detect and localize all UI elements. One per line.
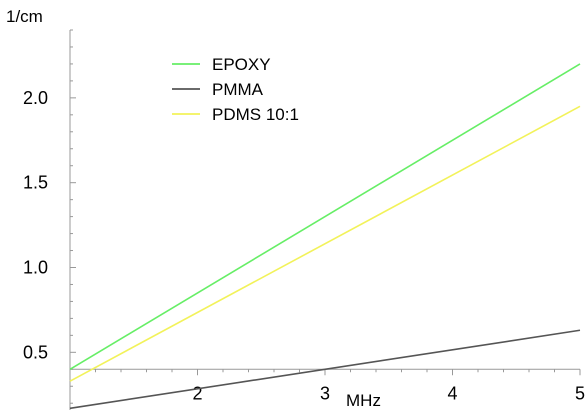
legend-label-pdms-10-1: PDMS 10:1 bbox=[212, 105, 299, 124]
legend-label-epoxy: EPOXY bbox=[212, 55, 271, 74]
y-tick-label: 0.5 bbox=[23, 342, 48, 362]
x-tick-label: 5 bbox=[575, 383, 585, 403]
axes: 2 3 4 5 0.5 1.0 1.5 2.0 bbox=[23, 29, 585, 410]
x-tick-label: 3 bbox=[320, 383, 330, 403]
y-ticks: 0.5 1.0 1.5 2.0 bbox=[23, 29, 76, 404]
x-axis-label: MHz bbox=[346, 391, 381, 410]
series-line-pdms-10-1 bbox=[69, 105, 581, 382]
series-lines bbox=[69, 63, 581, 410]
y-axis-label: 1/cm bbox=[6, 7, 43, 26]
x-ticks: 2 3 4 5 bbox=[69, 369, 585, 403]
x-tick-label: 2 bbox=[192, 383, 202, 403]
series-line-pmma bbox=[69, 329, 581, 410]
x-tick-label: 4 bbox=[447, 383, 457, 403]
y-tick-label: 1.5 bbox=[23, 173, 48, 193]
series-line-epoxy bbox=[69, 63, 581, 370]
legend: EPOXY PMMA PDMS 10:1 bbox=[172, 55, 299, 124]
y-tick-label: 1.0 bbox=[23, 258, 48, 278]
y-tick-label: 2.0 bbox=[23, 88, 48, 108]
legend-label-pmma: PMMA bbox=[212, 80, 264, 99]
